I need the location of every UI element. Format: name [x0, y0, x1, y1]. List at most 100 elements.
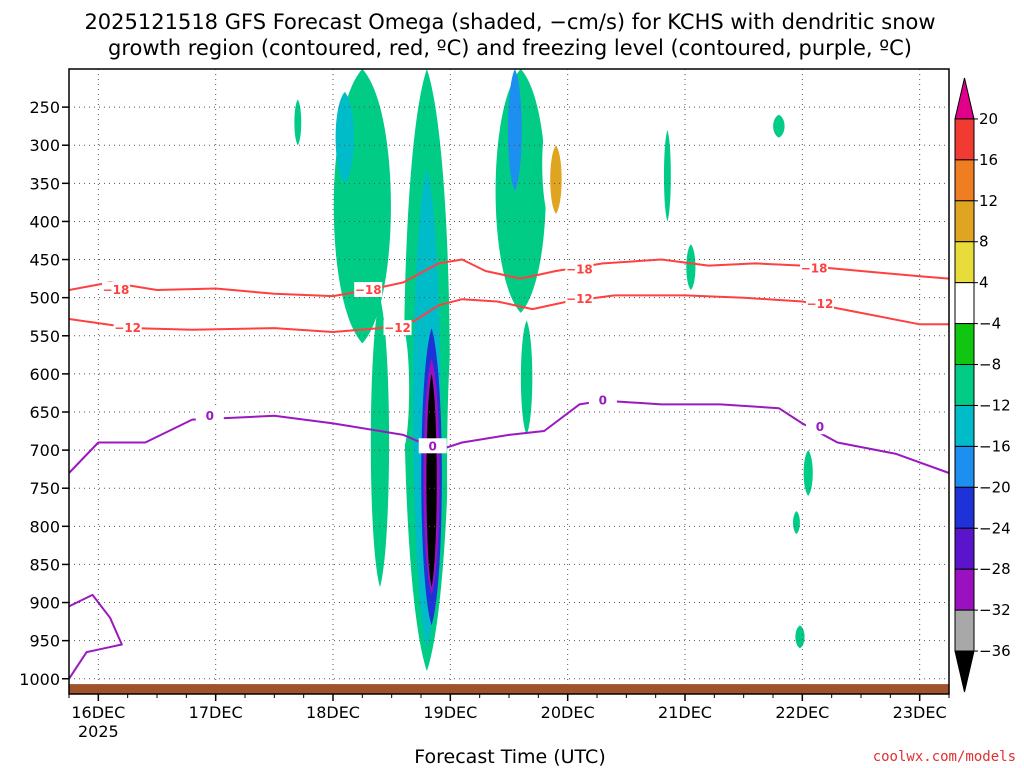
contour-line--12C: [69, 294, 949, 333]
temperature-contours: −18 −18 −18 −18 −12 −12 −12 −12 0 0 0 0: [69, 258, 949, 680]
y-tick-label: 250: [29, 98, 60, 117]
colorbar-swatch: [954, 445, 975, 488]
contour-label-bg: [354, 282, 383, 298]
colorbar-swatch: [954, 609, 975, 652]
colorbar-swatch: [954, 282, 975, 325]
x-tick-sublabel: 2025: [78, 722, 119, 741]
x-tick-label: 17DEC: [189, 703, 243, 722]
omega-shade-cell: [935, 145, 949, 222]
contour-label-bg: [805, 419, 834, 435]
x-tick-label: 22DEC: [775, 703, 829, 722]
omega-shade-cell: [370, 297, 390, 588]
colorbar-swatch: [954, 364, 975, 406]
omega-shade-cell: [550, 145, 562, 214]
y-tick-label: 1000: [19, 670, 60, 689]
colorbar-label: −28: [979, 560, 1011, 578]
contour-line--18C: [69, 258, 949, 298]
omega-shade-cell: [110, 145, 122, 199]
omega-shade-cell: [397, 328, 410, 451]
omega-shade-cell: [426, 373, 437, 588]
contour-label: −12: [807, 297, 834, 311]
chart-title-line-2: growth region (contoured, red, ºC) and f…: [108, 36, 912, 60]
contour-label: −18: [103, 283, 130, 297]
colorbar-label: 12: [979, 192, 998, 210]
y-tick-label: 350: [29, 174, 60, 193]
colorbar-swatch: [954, 486, 975, 529]
y-tick-label: 500: [29, 289, 60, 308]
colorbar-label: −20: [979, 478, 1011, 496]
terrain-ground: [69, 684, 949, 694]
colorbar-label: 8: [979, 233, 989, 251]
colorbar-label: −24: [979, 519, 1011, 537]
colorbar-arrow-top: [954, 77, 975, 120]
x-tick-label: 20DEC: [541, 703, 595, 722]
colorbar-swatch: [954, 118, 975, 161]
y-tick-label: 400: [29, 212, 60, 231]
colorbar-label: −32: [979, 601, 1011, 619]
colorbar-swatch: [954, 568, 975, 611]
contour-label-bg: [800, 260, 829, 276]
y-tick-label: 950: [29, 632, 60, 651]
colorbar-swatch: [954, 527, 975, 570]
colorbar-swatch: [954, 200, 975, 243]
y-tick-label: 300: [29, 136, 60, 155]
contour-label-bg: [805, 295, 834, 311]
colorbar: 20 16 12 8 4 −4 −8 −12 −16 −20 −24 −28 −32 −36: [954, 77, 1011, 693]
colorbar-swatch: [954, 404, 975, 447]
contour-label: 0: [599, 394, 607, 408]
contour-label: 0: [429, 439, 437, 453]
colorbar-swatch: [954, 323, 975, 366]
contour-label-bg: [113, 320, 142, 336]
colorbar-arrow-bottom: [954, 650, 975, 693]
contour-label-bg: [195, 407, 224, 423]
omega-shade-cell: [795, 625, 805, 649]
terrain-strip: [69, 684, 949, 694]
contour-label: −12: [114, 321, 141, 335]
colorbar-label: 20: [979, 110, 998, 128]
x-axis-label: Forecast Time (UTC): [414, 746, 605, 768]
contour-label: −18: [801, 262, 828, 276]
omega-shade-cell: [294, 99, 302, 146]
omega-shade-cell: [520, 320, 533, 435]
omega-shade-cell: [69, 91, 79, 298]
x-tick-label: 23DEC: [893, 703, 947, 722]
x-tick-label: 16DEC: [71, 703, 125, 722]
chart-title-line-1: 2025121518 GFS Forecast Omega (shaded, −…: [84, 10, 935, 34]
colorbar-label: 16: [979, 151, 998, 169]
omega-shade-cell: [773, 114, 785, 138]
colorbar-label: −16: [979, 437, 1011, 455]
omega-shade-cell: [516, 450, 526, 580]
colorbar-label: −4: [979, 315, 1001, 333]
colorbar-label: 4: [979, 274, 989, 292]
contour-label: −12: [566, 292, 593, 306]
y-tick-label: 700: [29, 441, 60, 460]
contour-label-bg: [418, 438, 447, 454]
contour-label: 0: [206, 409, 214, 423]
y-tick-label: 850: [29, 555, 60, 574]
omega-shade-cell: [856, 236, 866, 268]
contour-label: −12: [384, 321, 411, 335]
colorbar-label: −36: [979, 642, 1011, 660]
x-tick-label: 21DEC: [658, 703, 712, 722]
omega-shading: [69, 69, 949, 672]
y-tick-label: 450: [29, 251, 60, 270]
omega-shade-cell: [508, 69, 522, 191]
omega-shade-cell: [793, 511, 800, 534]
colorbar-label: −8: [979, 356, 1001, 374]
colorbar-swatch: [954, 241, 975, 284]
y-tick-label: 650: [29, 403, 60, 422]
contour-line-0C-lower: [69, 593, 123, 680]
y-tick-label: 900: [29, 594, 60, 613]
y-tick-label: 600: [29, 365, 60, 384]
contour-label: −18: [566, 262, 593, 276]
contour-label-bg: [101, 282, 130, 298]
credit-link[interactable]: coolwx.com/models: [873, 749, 1016, 765]
x-tick-label: 19DEC: [423, 703, 477, 722]
omega-shade-cell: [478, 69, 493, 146]
omega-shade-cell: [686, 244, 696, 291]
omega-shade-cell: [781, 579, 789, 595]
omega-shade-cell: [447, 297, 466, 641]
omega-shade-cell: [803, 450, 813, 496]
